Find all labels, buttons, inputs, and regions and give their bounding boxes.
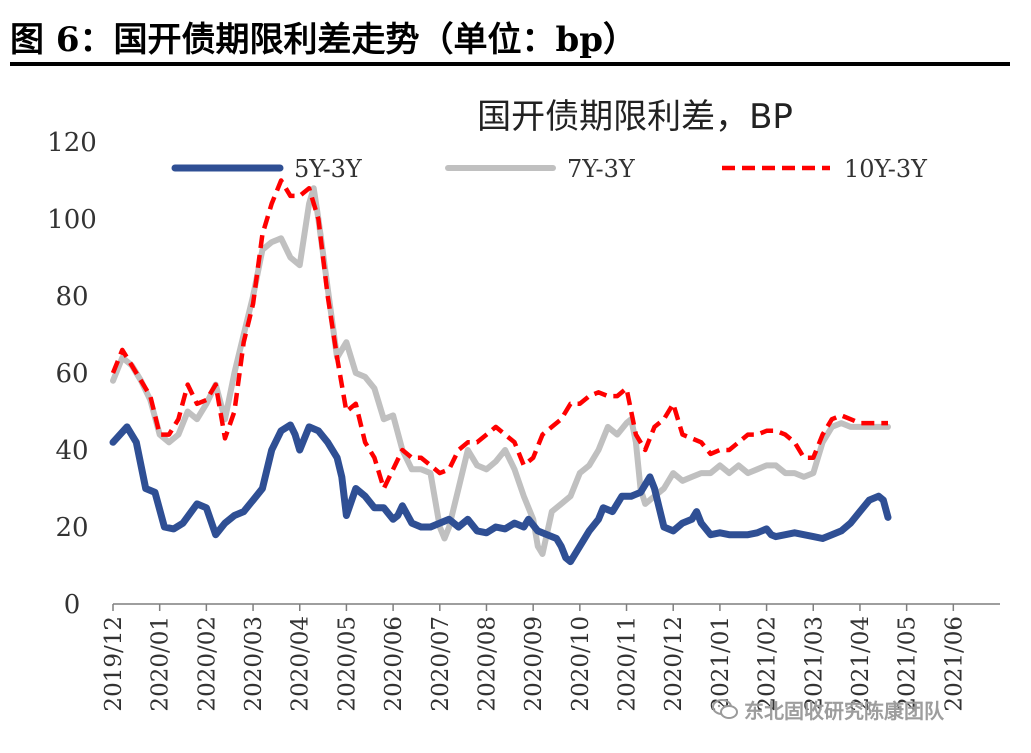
x-tick-label: 2020/09: [521, 616, 547, 712]
caption-rule: [10, 62, 1010, 66]
x-tick-label: 2020/12: [661, 616, 687, 712]
x-tick-label: 2020/06: [381, 616, 407, 712]
legend-label-5y-3y: 5Y-3Y: [294, 155, 363, 183]
figure-header: 图 6：国开债期限利差走势（单位：bp）: [10, 6, 1010, 66]
axes: 0 20 40 60 80 100 120 2019/12 2020/01 2020/02 2020…: [47, 128, 1000, 712]
y-tick-label: 60: [55, 359, 88, 389]
legend: 5Y-3Y 7Y-3Y 10Y-3Y: [171, 155, 928, 183]
x-tick-label: 2021/03: [801, 616, 827, 712]
x-tick-label: 2020/10: [568, 616, 594, 712]
x-tick-label: 2021/05: [895, 616, 921, 712]
series-layer: [109, 178, 892, 566]
watermark-text: 东北固收研究陈康团队: [744, 698, 944, 723]
y-tick-label: 100: [47, 205, 97, 235]
y-tick-label: 80: [55, 282, 88, 312]
chart-title: 国开债期限利差，BP: [477, 97, 793, 137]
x-tick-label: 2019/12: [101, 616, 127, 712]
x-tick-label: 2021/01: [708, 616, 734, 712]
x-tick-label: 2020/02: [194, 616, 220, 712]
legend-label-10y-3y: 10Y-3Y: [844, 155, 928, 183]
wechat-icon: [712, 699, 738, 719]
x-tick-label: 2020/01: [148, 616, 174, 712]
x-tick-label: 2020/08: [474, 616, 500, 712]
x-tick-label: 2020/04: [288, 616, 314, 712]
x-tick-label: 2020/05: [334, 616, 360, 712]
y-tick-label: 40: [55, 436, 88, 466]
x-tick-label: 2021/02: [755, 616, 781, 712]
y-tick-label: 20: [55, 513, 88, 543]
watermark: 东北固收研究陈康团队: [712, 694, 944, 724]
series-line-5y-3y: [109, 421, 892, 566]
legend-label-7y-3y: 7Y-3Y: [567, 155, 636, 183]
y-tick-label: 0: [64, 590, 81, 620]
series-line-7y-3y: [110, 185, 891, 557]
x-tick-label: 2020/11: [615, 616, 641, 712]
figure-caption: 图 6：国开债期限利差走势（单位：bp）: [10, 20, 638, 60]
x-tick-label: 2020/07: [428, 616, 454, 712]
series-line-10y-3y: [110, 178, 888, 491]
x-tick-label: 2021/06: [941, 616, 967, 712]
x-tick-label: 2021/04: [848, 616, 874, 712]
y-tick-label: 120: [47, 128, 97, 158]
x-tick-label: 2020/03: [241, 616, 267, 712]
